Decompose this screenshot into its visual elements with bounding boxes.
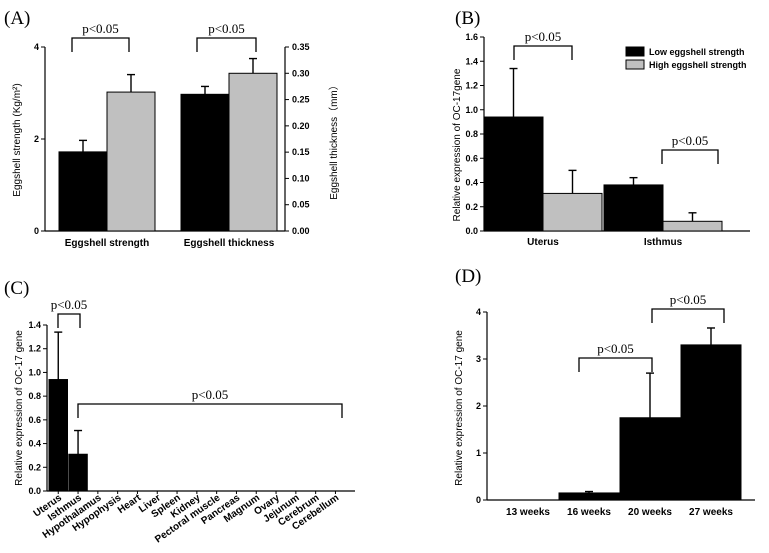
panel-a-category-label: Eggshell thickness <box>184 238 275 249</box>
panel-d-tick-label: 4 <box>476 307 481 317</box>
panel-d-category-label: 27 weeks <box>689 507 733 518</box>
panel-a-tick-label: 0.20 <box>292 121 310 131</box>
panel-b-category-label: Isthmus <box>644 237 683 248</box>
panel-b-tick-label: 1.6 <box>465 32 478 42</box>
panel-c-tick-label: 1.4 <box>28 320 41 330</box>
legend-label-high: High eggshell strength <box>649 60 747 70</box>
panel-b-tick-label: 1.2 <box>465 81 478 91</box>
panel-a-tick-label: 0.35 <box>292 42 310 52</box>
panel-c-bar <box>48 379 68 492</box>
panel-c-significance-bracket <box>77 403 343 418</box>
panel-a-tick-label: 0.30 <box>292 68 310 78</box>
panel-c-significance-label: p<0.05 <box>192 387 229 402</box>
panel-a-bar-high <box>106 91 156 232</box>
panel-d-bar <box>680 344 742 501</box>
panel-b-y-axis-title: Relative expression of OC-17gene <box>452 68 463 221</box>
panel-a-significance-bracket <box>71 37 130 52</box>
panel-a-tick-label: 0.10 <box>292 173 310 183</box>
panel-a-tick-label: 0.00 <box>292 226 310 236</box>
panel-b-bar-low <box>603 184 664 232</box>
panel-b-bar-low <box>483 116 544 232</box>
panel-b-tick-label: 0.4 <box>465 178 478 188</box>
panel-b-bar-high <box>662 220 723 232</box>
panel-b-tick-label: 0.6 <box>465 153 478 163</box>
panel-c-tick-label: 0.2 <box>28 462 41 472</box>
panel-a-tick-label: 4 <box>34 42 39 52</box>
panel-b-tick-label: 1.0 <box>465 105 478 115</box>
panel-a-tick-label: 0.05 <box>292 200 310 210</box>
panel-d-significance-label: p<0.05 <box>597 341 634 356</box>
legend-swatch-low <box>625 46 645 57</box>
panel-c-tick-label: 0.8 <box>28 391 41 401</box>
panel-c-tick-label: 0.6 <box>28 415 41 425</box>
panel-c-bar <box>68 453 88 492</box>
panel-d-significance-bracket <box>651 308 725 323</box>
panel-d-tick-label: 1 <box>476 448 481 458</box>
legend-swatch-high <box>625 59 645 70</box>
panel-b-significance-bracket <box>513 45 573 60</box>
panel-a-y2-axis-title: Eggshell thickness（mm） <box>328 80 340 199</box>
panel-d-tick-label: 3 <box>476 354 481 364</box>
panel-b-tick-label: 0.8 <box>465 129 478 139</box>
panel-d-significance-bracket <box>578 357 653 372</box>
panel-c-significance-label: p<0.05 <box>51 297 88 312</box>
panel-d-label: (D) <box>455 266 481 287</box>
panel-a-bar-low <box>180 93 230 232</box>
panel-b-significance-label: p<0.05 <box>672 133 709 148</box>
legend-label-low: Low eggshell strength <box>649 47 745 57</box>
panel-c-tick-label: 1.0 <box>28 367 41 377</box>
panel-b-significance-label: p<0.05 <box>525 29 562 44</box>
panel-b-tick-label: 0.0 <box>465 226 478 236</box>
panel-c-y-axis-title: Relative expression of OC-17 gene <box>14 330 25 486</box>
panel-d-category-label: 13 weeks <box>506 507 550 518</box>
panel-c-tick-label: 1.2 <box>28 344 41 354</box>
panel-c-significance-bracket <box>57 313 81 328</box>
panel-a-significance-label: p<0.05 <box>82 21 119 36</box>
panel-b-label: (B) <box>455 8 480 29</box>
panel-b-legend: Low eggshell strength High eggshell stre… <box>625 46 747 70</box>
panel-a-bar-high <box>228 72 278 232</box>
panel-d-significance-label: p<0.05 <box>670 292 707 307</box>
panel-d-tick-label: 0 <box>476 495 481 505</box>
panel-c-tick-label: 0.0 <box>28 486 41 496</box>
panel-d-category-label: 20 weeks <box>628 507 672 518</box>
panel-a-tick-label: 0.15 <box>292 147 310 157</box>
panel-b-tick-label: 1.4 <box>465 56 478 66</box>
panel-a-tick-label: 0.25 <box>292 95 310 105</box>
panel-d-bar <box>619 417 681 501</box>
panel-a-tick-label: 0 <box>34 226 39 236</box>
panel-a-y-axis-title: Eggshell strength (Kg/m²) <box>12 83 23 196</box>
panel-a-significance-label: p<0.05 <box>208 21 245 36</box>
panel-d-y-axis-title: Relative expression of OC-17 gene <box>454 330 465 486</box>
panel-d-bar <box>558 492 620 501</box>
panel-c-label: (C) <box>4 278 29 299</box>
panel-b-bar-high <box>542 192 603 232</box>
panel-a-label: (A) <box>4 8 30 29</box>
panel-b-tick-label: 0.2 <box>465 202 478 212</box>
panel-a-category-label: Eggshell strength <box>65 238 149 249</box>
panel-b-category-label: Uterus <box>527 237 559 248</box>
panel-a-tick-label: 2 <box>34 134 39 144</box>
panel-a-significance-bracket <box>196 37 257 52</box>
panel-a-bar-low <box>58 151 108 232</box>
panel-b-significance-bracket <box>661 149 719 164</box>
panel-d-category-label: 16 weeks <box>567 507 611 518</box>
panel-c-tick-label: 0.4 <box>28 439 41 449</box>
panel-d-tick-label: 2 <box>476 401 481 411</box>
